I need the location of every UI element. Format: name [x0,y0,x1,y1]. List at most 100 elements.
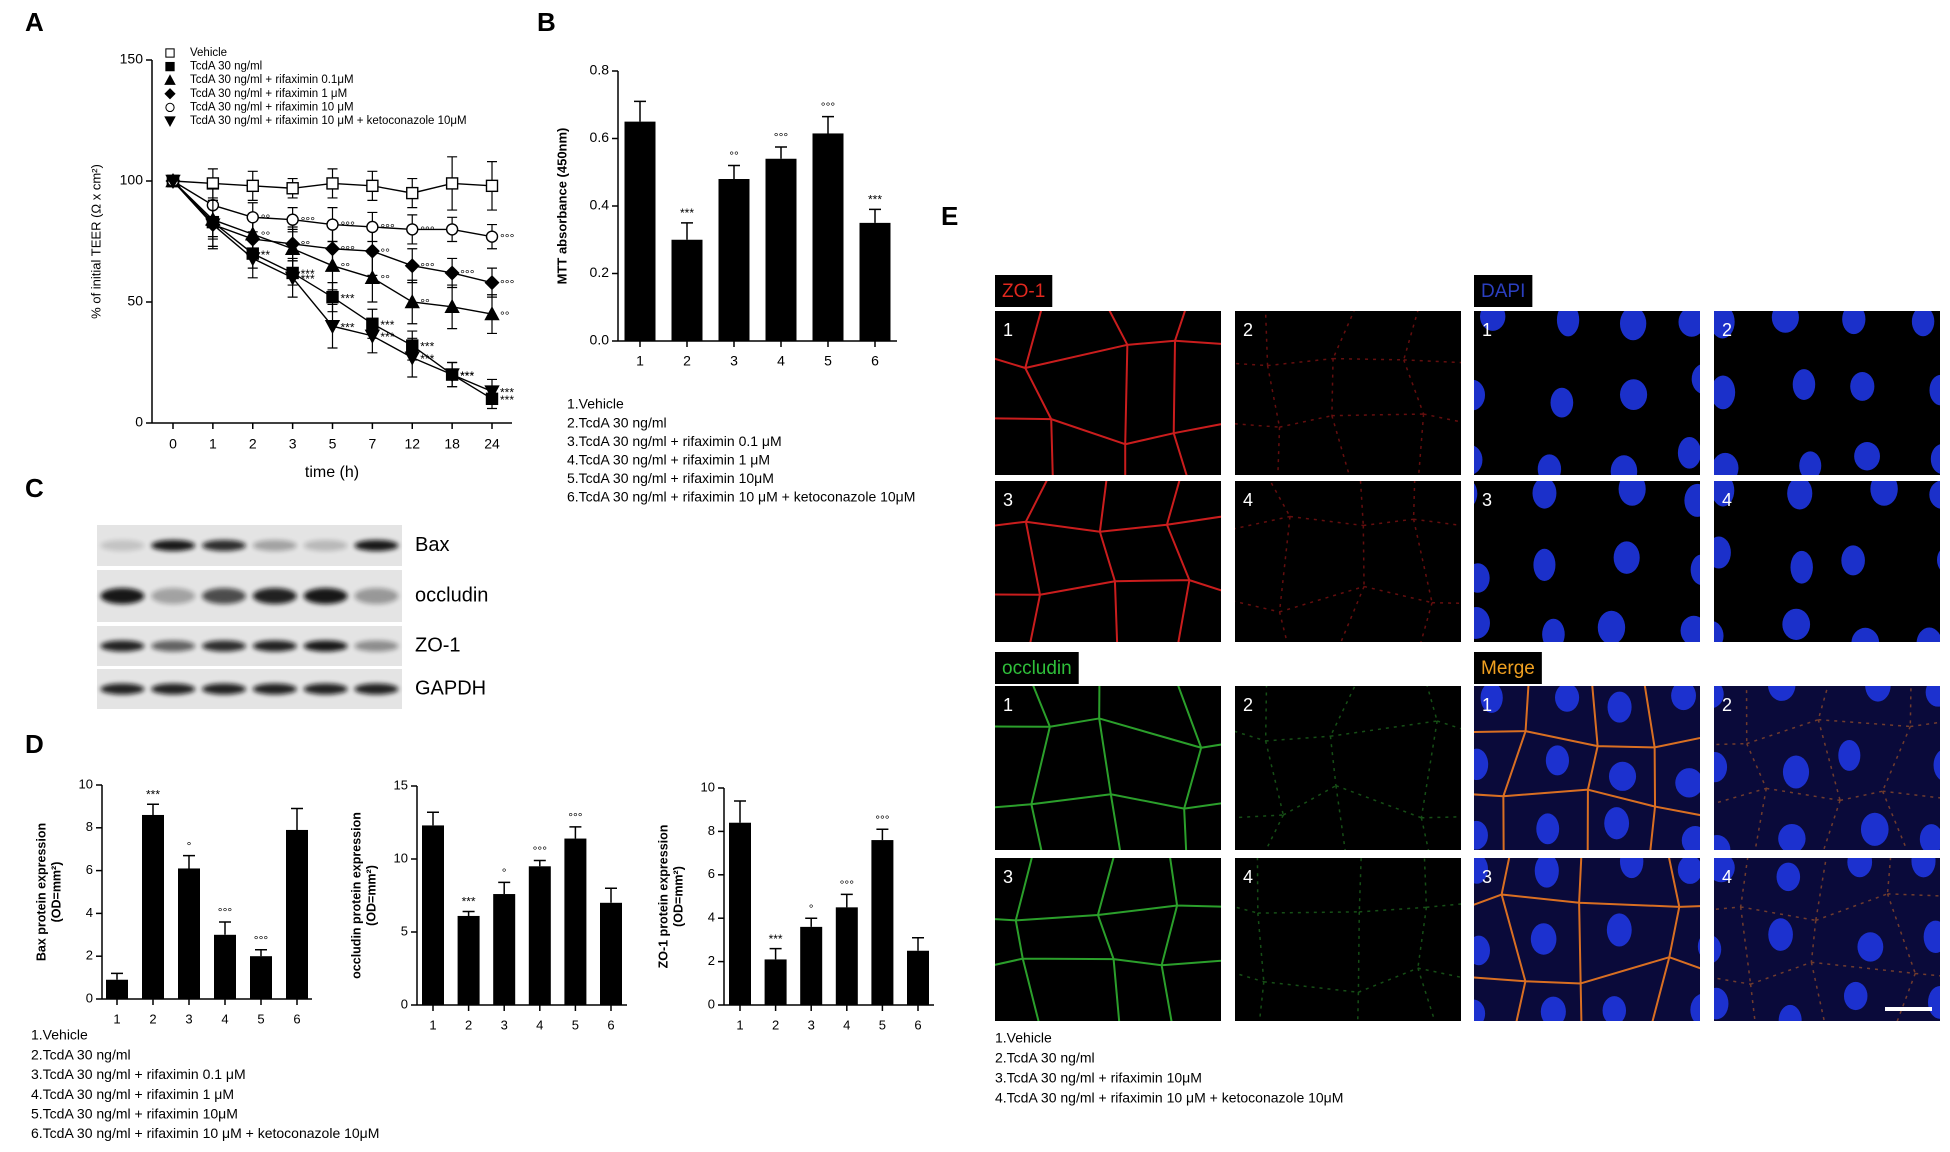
nucleus [1714,686,1724,708]
x-tick-label: 3 [501,1017,508,1032]
marker [364,243,380,259]
significance-label: °° [420,296,430,310]
marker [325,241,340,257]
x-tick-label: 5 [257,1011,264,1026]
y-axis-unit: (OD=mm²) [671,866,685,927]
nucleus [1619,379,1648,411]
nucleus [1782,608,1811,640]
nucleus [1597,610,1626,642]
x-tick-label: 3 [185,1011,192,1026]
y-tick-label: 10 [79,776,93,791]
tile-label: 2 [1722,695,1732,715]
x-tick-label: 4 [221,1011,228,1026]
significance-label: *** [301,272,315,286]
error-bar [775,146,787,159]
significance-label: ° [809,901,814,915]
blot-band [252,540,297,551]
marker [165,174,181,189]
tile-label: 3 [1482,490,1492,510]
blot-band [303,683,348,695]
micrograph [1714,686,1940,850]
significance-label: °°° [254,933,269,947]
y-axis-unit: (OD=mm²) [49,862,63,923]
nucleus [1677,436,1700,469]
error-bar [291,807,303,830]
significance-label: *** [460,369,474,383]
x-tick-label: 24 [484,436,500,452]
nucleus [1474,563,1490,593]
y-tick-label: 8 [708,823,715,838]
nucleus [1911,858,1936,878]
legend-label: TcdA 30 ng/ml + rifaximin 10 μM [190,101,354,113]
x-tick-label: 2 [772,1017,779,1032]
blot-band [202,540,246,551]
bar [907,950,929,1005]
marker [326,177,339,190]
marker [484,385,500,400]
significance-label: *** [769,932,783,946]
nucleus [1533,548,1556,582]
micrograph-bg [995,686,1221,850]
nucleus [1790,550,1813,584]
blot-band [252,640,297,652]
nucleus [1771,311,1799,333]
nucleus [1532,481,1557,509]
cell-junction [995,686,1221,850]
micrograph-bg [995,858,1221,1021]
y-tick-label: 10 [701,779,715,794]
legend-note: 1.Vehicle [31,1027,88,1043]
nucleus [1534,858,1559,888]
tile-label: 3 [1003,490,1013,510]
nucleus [1714,311,1735,339]
significance-label: °°° [380,221,395,235]
micrograph [995,686,1221,850]
y-tick-label: 4 [708,910,715,925]
marker [326,218,339,231]
error-bar [147,803,159,815]
blot-strip [97,626,402,666]
micrograph [1235,686,1461,850]
y-tick-label: 8 [86,819,93,834]
significance-label: *** [680,206,694,220]
nucleus [1474,820,1488,850]
nucleus [1714,536,1731,569]
x-tick-label: 6 [293,1011,300,1026]
y-axis-label: occludin protein expression [349,812,363,979]
marker [366,179,379,193]
blot-band [303,540,348,551]
micrograph [995,858,1221,1021]
blot-band [151,640,196,652]
x-tick-label: 2 [249,436,257,452]
nucleus [1677,858,1700,884]
nucleus [1474,483,1478,505]
blot-band [100,588,145,604]
nucleus [1799,451,1822,475]
legend-label: TcdA 30 ng/ml + rifaximin 10 μM + ketoco… [190,115,467,127]
error-bar [533,859,546,867]
bar [859,222,891,341]
nucleus [1545,745,1570,776]
nucleus [1937,550,1940,570]
significance-label: °° [341,260,351,274]
significance-label: °° [729,149,739,163]
nucleus [1480,311,1506,331]
error-bar [498,881,511,895]
nucleus [1842,311,1866,335]
significance-label: °°° [420,260,435,274]
blot-band [100,640,145,652]
tile-label: 2 [1243,320,1253,340]
nucleus [1606,913,1632,947]
nucleus [1537,454,1562,475]
significance-label: °°° [341,243,356,257]
y-tick-label: 15 [394,777,408,792]
marker [206,177,220,190]
blot-band [100,540,145,551]
nucleus [1610,455,1638,475]
x-tick-label: 0 [169,436,177,452]
error-bar [822,115,834,134]
x-tick-label: 6 [607,1017,614,1032]
y-tick-label: 0.8 [590,62,610,78]
y-tick-label: 150 [120,51,144,67]
bar [764,959,787,1005]
